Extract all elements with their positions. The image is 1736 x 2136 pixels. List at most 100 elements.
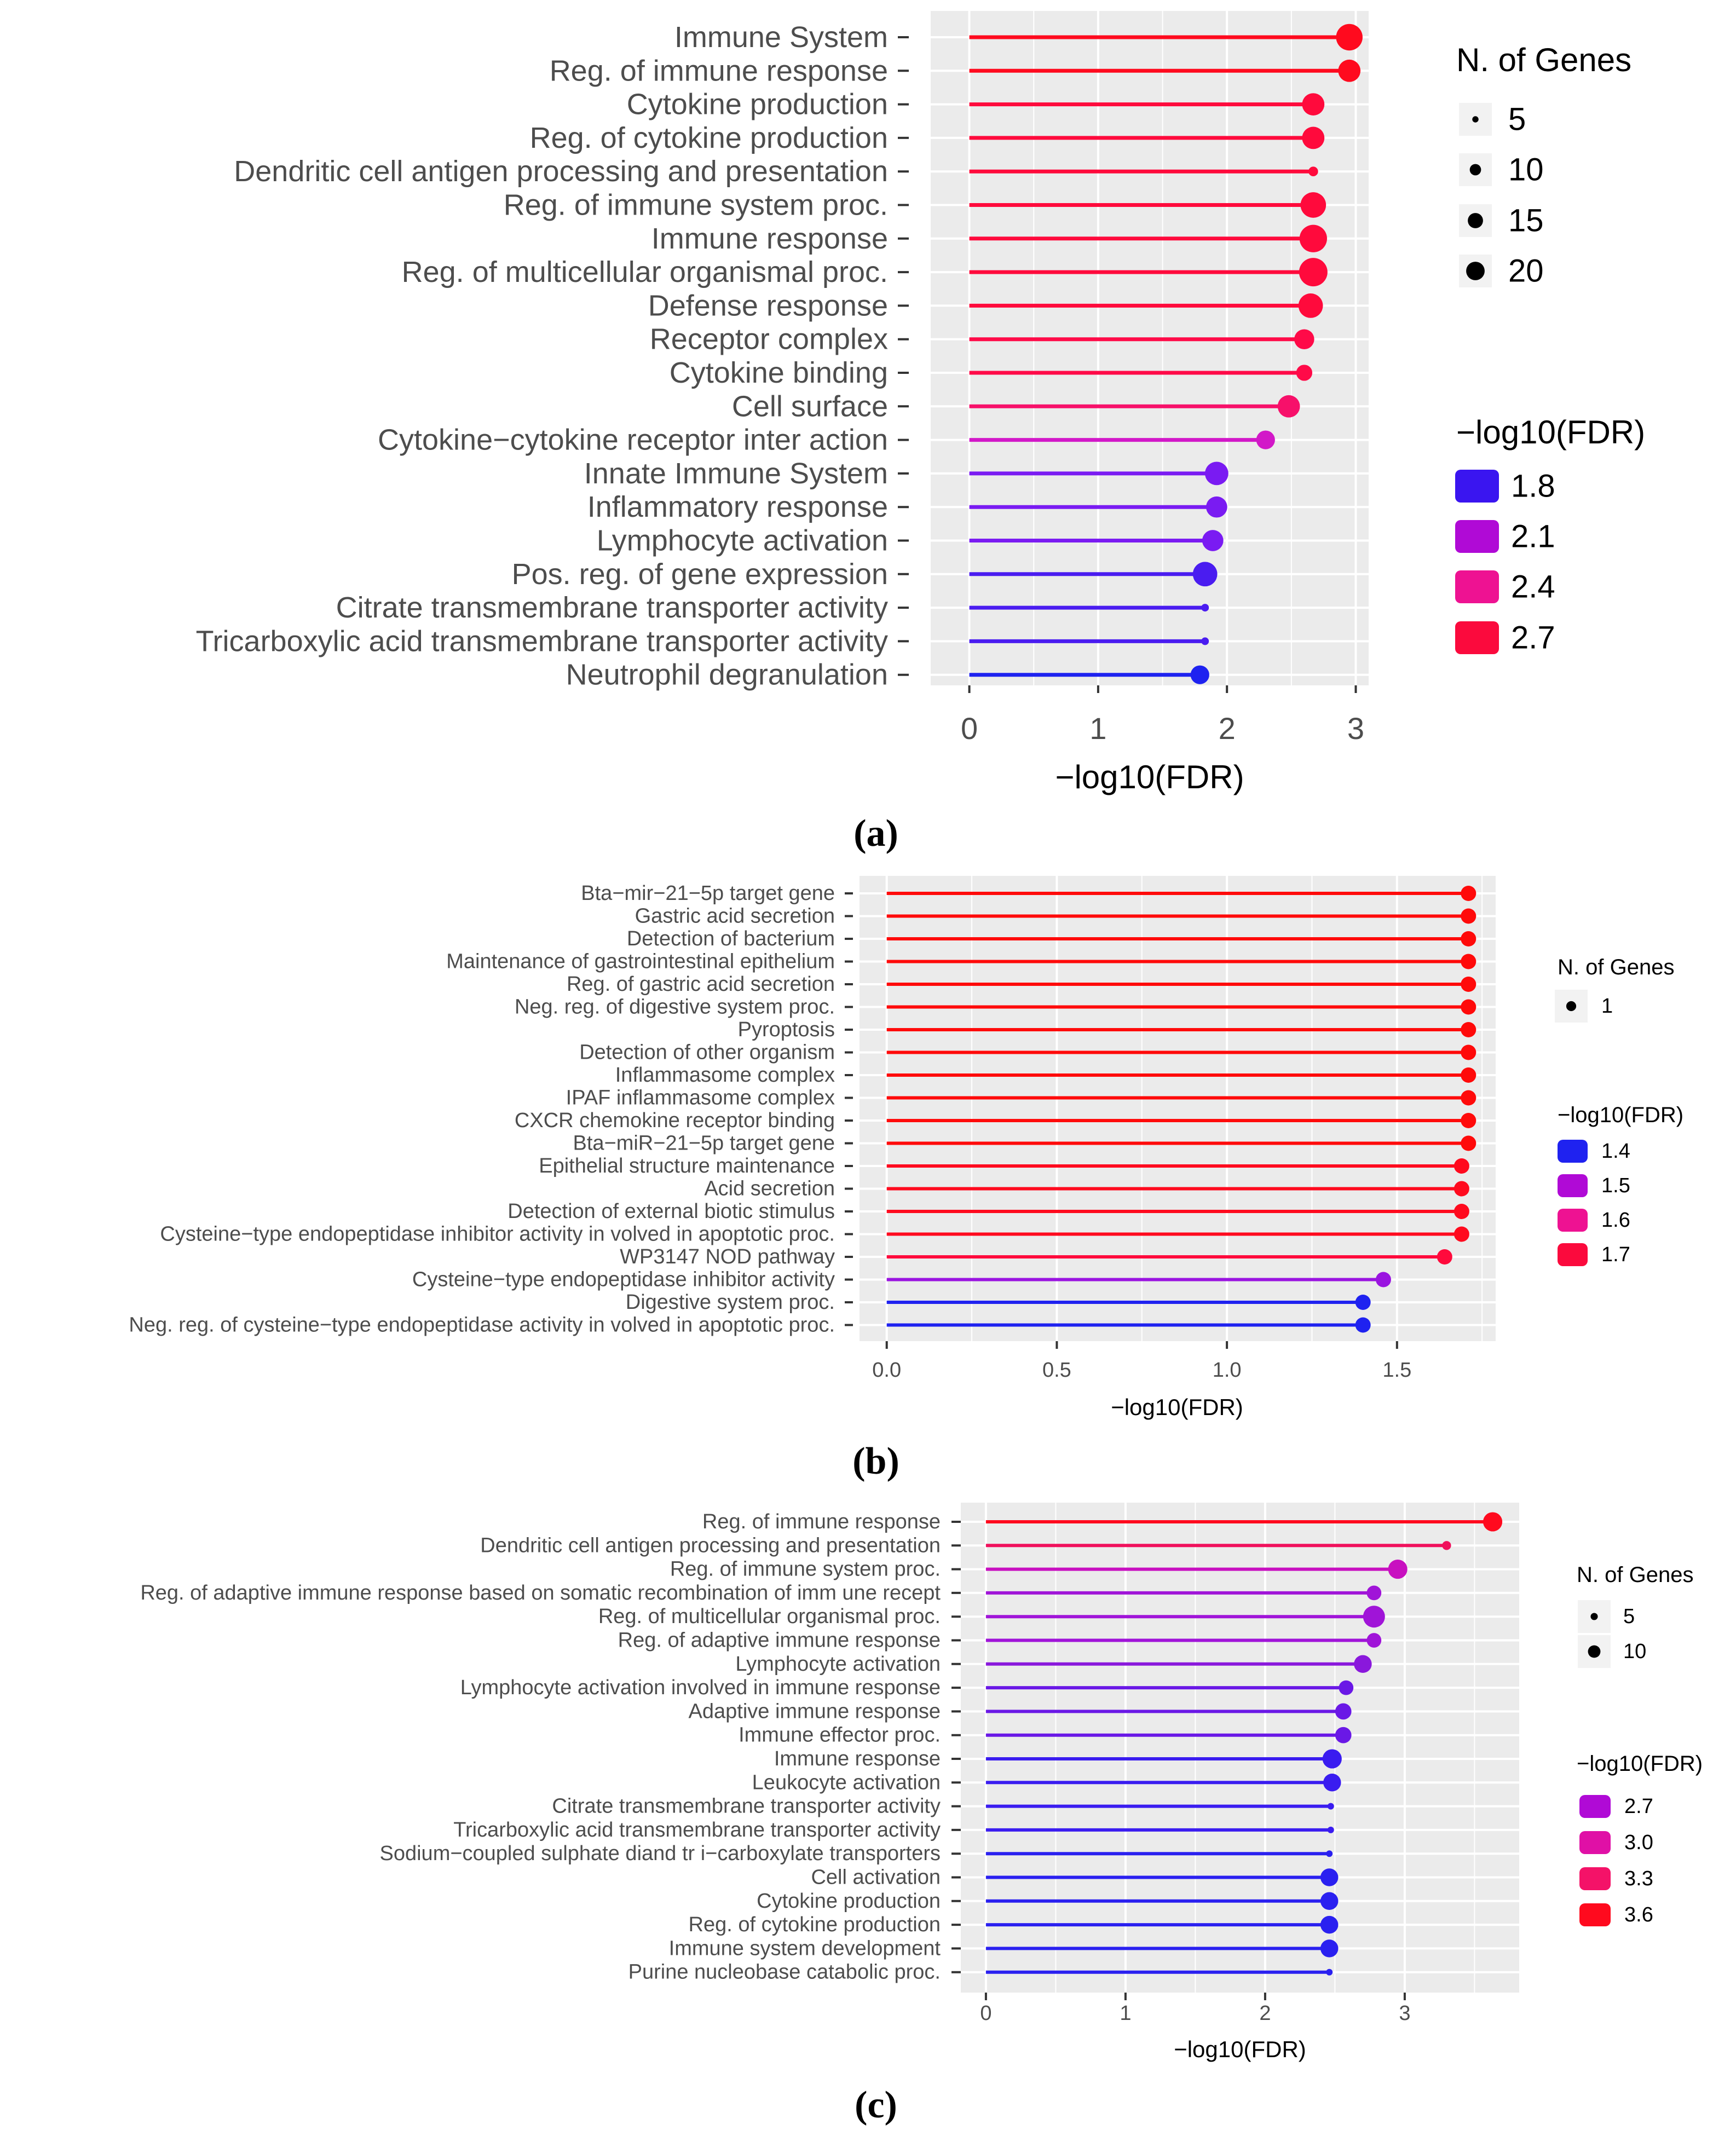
category-label: Reg. of cytokine production xyxy=(689,1913,941,1936)
category-label: Neutrophil degranulation xyxy=(566,659,888,691)
category-label: Gastric acid secretion xyxy=(635,905,835,928)
color-legend-title: −log10(FDR) xyxy=(1456,414,1645,451)
color-legend-swatch xyxy=(1455,520,1499,553)
lollipop-dot xyxy=(1256,430,1275,449)
lollipop-dot xyxy=(1461,1067,1477,1083)
lollipop-dot xyxy=(1355,1295,1371,1310)
lollipop-dot xyxy=(1354,1655,1372,1673)
color-legend-label: 3.3 xyxy=(1624,1867,1653,1890)
category-label: Reg. of immune system proc. xyxy=(504,189,888,222)
lollipop-dot xyxy=(1296,365,1313,381)
size-legend-dot xyxy=(1588,1645,1601,1658)
lollipop-dot xyxy=(1454,1204,1469,1219)
lollipop-dot xyxy=(1299,224,1327,252)
color-legend-swatch xyxy=(1455,570,1499,603)
color-legend: −log10(FDR) 2.7 3.0 3.3 3.6 xyxy=(1577,1752,1703,1926)
category-label: Reg. of cytokine production xyxy=(530,122,888,154)
lollipop-stems xyxy=(886,892,1469,1327)
category-label: IPAF inflammasome complex xyxy=(566,1087,835,1110)
category-label: Defense response xyxy=(648,289,888,322)
lollipop-dot xyxy=(1461,999,1477,1015)
category-label: Pos. reg. of gene expression xyxy=(512,558,888,591)
lollipop-dot xyxy=(1206,496,1227,518)
x-axis-title: −log10(FDR) xyxy=(1174,2036,1306,2062)
lollipop-dot xyxy=(1320,1939,1339,1958)
category-label: Citrate transmembrane transporter activi… xyxy=(336,591,888,624)
category-label: Dendritic cell antigen processing and pr… xyxy=(234,155,888,188)
lollipop-dots xyxy=(1320,1512,1503,1976)
category-label: Lymphocyte activation xyxy=(597,524,888,557)
x-tick-label: 2 xyxy=(1219,711,1236,746)
size-legend-label: 15 xyxy=(1508,203,1544,239)
size-legend-dot xyxy=(1590,1613,1598,1620)
category-label: Sodium−coupled sulphate diand tr i−carbo… xyxy=(380,1842,941,1865)
x-axis-ticks: 0.0 0.5 1.0 1.5 xyxy=(872,1341,1411,1382)
size-legend: N. of Genes 1 xyxy=(1555,955,1674,1023)
category-label: Cysteine−type endopeptidase inhibitor ac… xyxy=(412,1268,835,1291)
x-axis-title: −log10(FDR) xyxy=(1055,759,1244,795)
lollipop-dot xyxy=(1323,1774,1341,1792)
category-label: Immune system development xyxy=(669,1937,941,1960)
lollipop-dot xyxy=(1461,1022,1477,1037)
lollipop-dot xyxy=(1326,1850,1333,1857)
category-label: Bta−miR−21−5p target gene xyxy=(573,1132,835,1155)
lollipop-dot xyxy=(1190,665,1209,684)
category-label: Cytokine−cytokine receptor inter action xyxy=(378,424,888,457)
lollipop-dot xyxy=(1327,1826,1334,1833)
lollipop-dots xyxy=(1355,886,1477,1333)
lollipop-dot xyxy=(1302,93,1325,116)
category-label: Tricarboxylic acid transmembrane transpo… xyxy=(453,1819,941,1841)
category-label: Maintenance of gastrointestinal epitheli… xyxy=(446,950,835,973)
lollipop-dot xyxy=(1442,1541,1451,1550)
x-axis-ticks: 0 1 2 3 xyxy=(961,685,1364,746)
lollipop-dot xyxy=(1461,1044,1477,1060)
lollipop-dot xyxy=(1363,1606,1385,1628)
category-label: Receptor complex xyxy=(650,323,888,356)
size-legend-label: 10 xyxy=(1508,152,1544,188)
panel-label-b: (b) xyxy=(852,1440,899,1482)
x-axis-title: −log10(FDR) xyxy=(1111,1394,1243,1420)
x-tick-label: 3 xyxy=(1347,711,1364,746)
lollipop-dot xyxy=(1322,1749,1342,1769)
lollipop-dot xyxy=(1201,637,1209,645)
lollipop-stems xyxy=(969,35,1349,677)
lollipop-dot xyxy=(1375,1272,1391,1288)
color-legend-swatch xyxy=(1455,621,1499,654)
size-legend-title: N. of Genes xyxy=(1558,955,1674,979)
lollipop-dot xyxy=(1336,24,1363,51)
lollipop-dot xyxy=(1335,1727,1352,1744)
lollipop-dot xyxy=(1300,192,1326,218)
category-label: Detection of external biotic stimulus xyxy=(507,1200,835,1223)
category-label: Immune System xyxy=(674,21,888,54)
category-label: Cysteine−type endopeptidase inhibitor ac… xyxy=(160,1223,835,1246)
color-legend-swatch xyxy=(1558,1140,1588,1163)
size-legend-dot xyxy=(1469,164,1481,176)
size-legend-dot xyxy=(1472,116,1479,123)
lollipop-dot xyxy=(1298,293,1323,318)
lollipop-dot xyxy=(1355,1317,1371,1333)
color-legend-title: −log10(FDR) xyxy=(1558,1103,1683,1127)
size-legend-title: N. of Genes xyxy=(1456,42,1631,78)
category-label: Immune response xyxy=(651,222,888,255)
lollipop-dot xyxy=(1461,1090,1477,1106)
color-legend-swatch xyxy=(1455,470,1499,503)
category-label: Cell activation xyxy=(811,1866,941,1889)
lollipop-dot xyxy=(1483,1512,1503,1532)
lollipop-dot xyxy=(1454,1226,1469,1242)
lollipop-dot xyxy=(1326,1968,1333,1976)
x-tick-label: 1 xyxy=(1089,711,1106,746)
category-label: Reg. of adaptive immune response xyxy=(618,1629,941,1652)
lollipop-dot xyxy=(1461,1113,1477,1128)
lollipop-dot xyxy=(1461,954,1477,969)
color-legend-label: 1.4 xyxy=(1601,1140,1630,1163)
category-label: Immune effector proc. xyxy=(739,1724,941,1747)
category-label: Cell surface xyxy=(732,390,888,423)
lollipop-dot xyxy=(1320,1892,1339,1910)
color-legend-swatch xyxy=(1579,1903,1611,1926)
category-label: Cytokine production xyxy=(627,88,888,121)
color-legend-swatch xyxy=(1558,1243,1588,1266)
